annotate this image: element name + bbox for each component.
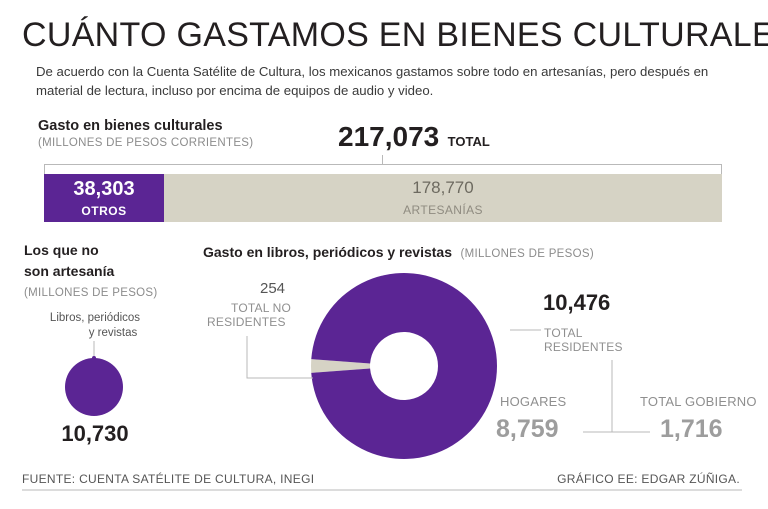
- nonresidents-label-line1: TOTAL NO: [231, 301, 292, 315]
- residents-value: 10,476: [543, 290, 611, 315]
- bar-label-otros: OTROS: [81, 204, 127, 218]
- nonresidents-label: TOTAL NO RESIDENTES: [207, 301, 291, 329]
- bar-label-artesanias: ARTESANÍAS: [403, 203, 483, 217]
- total-label: TOTAL: [447, 134, 490, 149]
- residents-label-line1: TOTAL: [544, 326, 583, 340]
- footer-credit: GRÁFICO EE: EDGAR ZÚÑIGA.: [557, 472, 740, 486]
- total-readout: 217,073 TOTAL: [338, 121, 490, 153]
- bubble-libros: [65, 358, 123, 416]
- donut-chart-header: Gasto en libros, periódicos y revistas (…: [203, 244, 594, 262]
- bubble-caption-line1: Libros, periódicos: [49, 312, 141, 324]
- total-bracket-right: [721, 164, 722, 174]
- residents-label: TOTAL RESIDENTES: [544, 326, 623, 354]
- non-artisan-title: Los que no son artesanía: [24, 240, 114, 282]
- gobierno-label: TOTAL GOBIERNO: [640, 394, 757, 409]
- bar-segment-otros: [44, 174, 164, 222]
- total-bracket-tick: [382, 155, 383, 164]
- non-artisan-title-line2: son artesanía: [24, 263, 115, 279]
- page-subtitle: De acuerdo con la Cuenta Satélite de Cul…: [36, 64, 709, 98]
- total-bracket-line: [44, 164, 722, 165]
- bar-segment-artesanias: [164, 174, 722, 222]
- bar-chart-unit: (MILLONES DE PESOS CORRIENTES): [38, 137, 254, 149]
- bar-value-artesanias: 178,770: [412, 178, 474, 197]
- bar-chart-title: Gasto en bienes culturales: [38, 118, 223, 134]
- bar-value-otros: 38,303: [73, 178, 135, 200]
- footer-source: FUENTE: CUENTA SATÉLITE DE CULTURA, INEG…: [22, 472, 315, 486]
- bubble-caption-line2: y revistas: [88, 327, 138, 339]
- hogares-value: 8,759: [496, 415, 559, 443]
- bubble-leader-dot: [92, 356, 96, 360]
- donut-slice-residents: [311, 273, 497, 459]
- donut-chart: [311, 273, 497, 459]
- donut-slice-nonresidents: [311, 359, 371, 373]
- nonresidents-value: 254: [260, 280, 286, 297]
- nonresidents-label-line2: RESIDENTES: [207, 315, 286, 329]
- residents-label-line2: RESIDENTES: [544, 340, 623, 354]
- non-artisan-title-line1: Los que no: [24, 242, 99, 258]
- non-artisan-unit: (MILLONES DE PESOS): [24, 287, 158, 299]
- hogares-label: HOGARES: [500, 394, 567, 409]
- nonresidents-leader-line: [246, 336, 313, 379]
- bubble-caption: Libros, periódicos y revistas: [10, 311, 180, 341]
- total-value: 217,073: [338, 121, 440, 152]
- page-title: CUÁNTO GASTAMOS EN BIENES CULTURALES: [22, 16, 768, 54]
- bubble-value: 10,730: [61, 421, 129, 446]
- donut-chart-unit: (MILLONES DE PESOS): [460, 248, 594, 260]
- gobierno-value: 1,716: [660, 415, 723, 443]
- total-bracket-left: [44, 164, 45, 174]
- donut-chart-title: Gasto en libros, periódicos y revistas: [203, 244, 452, 260]
